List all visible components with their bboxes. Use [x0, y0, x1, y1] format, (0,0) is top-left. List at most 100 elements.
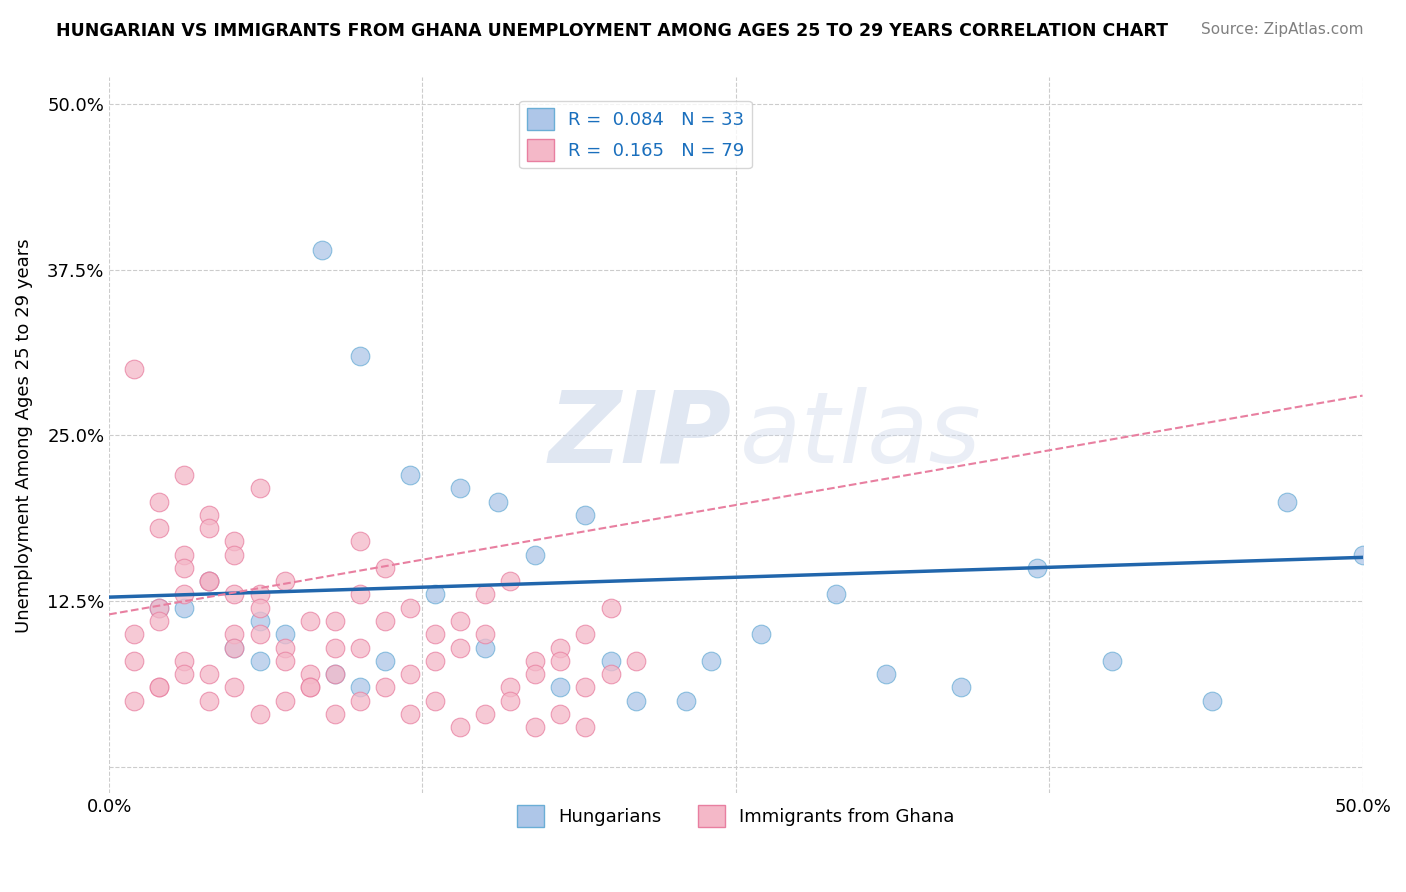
Point: [499, 681, 522, 695]
Point: [749, 627, 772, 641]
Point: [599, 600, 621, 615]
Point: [599, 667, 621, 681]
Point: [550, 706, 572, 721]
Point: [474, 706, 496, 721]
Point: [173, 600, 195, 615]
Point: [323, 640, 346, 655]
Point: [875, 667, 897, 681]
Point: [173, 667, 195, 681]
Point: [574, 627, 596, 641]
Point: [122, 627, 145, 641]
Point: [173, 468, 195, 483]
Point: [224, 627, 246, 641]
Point: [574, 720, 596, 734]
Point: [224, 681, 246, 695]
Point: [148, 681, 170, 695]
Point: [273, 574, 295, 589]
Point: [298, 681, 321, 695]
Text: HUNGARIAN VS IMMIGRANTS FROM GHANA UNEMPLOYMENT AMONG AGES 25 TO 29 YEARS CORREL: HUNGARIAN VS IMMIGRANTS FROM GHANA UNEMP…: [56, 22, 1168, 40]
Point: [399, 600, 422, 615]
Point: [298, 681, 321, 695]
Point: [423, 587, 446, 601]
Point: [249, 587, 271, 601]
Point: [474, 627, 496, 641]
Point: [374, 561, 396, 575]
Point: [273, 693, 295, 707]
Point: [1101, 654, 1123, 668]
Point: [173, 561, 195, 575]
Point: [1201, 693, 1223, 707]
Point: [574, 681, 596, 695]
Point: [249, 627, 271, 641]
Point: [499, 574, 522, 589]
Point: [323, 614, 346, 628]
Point: [349, 640, 371, 655]
Point: [122, 654, 145, 668]
Point: [273, 627, 295, 641]
Point: [148, 600, 170, 615]
Point: [449, 482, 471, 496]
Point: [1025, 561, 1047, 575]
Point: [224, 640, 246, 655]
Text: Source: ZipAtlas.com: Source: ZipAtlas.com: [1201, 22, 1364, 37]
Point: [148, 614, 170, 628]
Point: [524, 654, 547, 668]
Point: [122, 362, 145, 376]
Point: [148, 521, 170, 535]
Point: [624, 654, 647, 668]
Point: [1277, 494, 1299, 508]
Point: [1351, 548, 1374, 562]
Legend: Hungarians, Immigrants from Ghana: Hungarians, Immigrants from Ghana: [510, 798, 962, 834]
Point: [249, 600, 271, 615]
Point: [399, 667, 422, 681]
Point: [323, 667, 346, 681]
Text: atlas: atlas: [740, 387, 981, 483]
Point: [323, 706, 346, 721]
Point: [224, 534, 246, 549]
Point: [399, 706, 422, 721]
Point: [624, 693, 647, 707]
Point: [323, 667, 346, 681]
Point: [449, 720, 471, 734]
Point: [198, 667, 221, 681]
Point: [449, 614, 471, 628]
Point: [249, 706, 271, 721]
Point: [499, 693, 522, 707]
Point: [148, 600, 170, 615]
Point: [675, 693, 697, 707]
Point: [349, 681, 371, 695]
Point: [148, 681, 170, 695]
Point: [550, 640, 572, 655]
Point: [198, 574, 221, 589]
Point: [700, 654, 723, 668]
Point: [249, 614, 271, 628]
Point: [198, 508, 221, 522]
Point: [486, 494, 509, 508]
Point: [224, 640, 246, 655]
Point: [224, 548, 246, 562]
Point: [122, 693, 145, 707]
Point: [198, 574, 221, 589]
Text: ZIP: ZIP: [550, 387, 733, 483]
Point: [550, 681, 572, 695]
Point: [423, 654, 446, 668]
Point: [374, 614, 396, 628]
Point: [474, 587, 496, 601]
Point: [599, 654, 621, 668]
Point: [273, 654, 295, 668]
Point: [524, 548, 547, 562]
Point: [474, 640, 496, 655]
Point: [524, 720, 547, 734]
Point: [399, 468, 422, 483]
Point: [224, 587, 246, 601]
Point: [349, 534, 371, 549]
Point: [349, 587, 371, 601]
Point: [198, 521, 221, 535]
Point: [374, 681, 396, 695]
Point: [550, 654, 572, 668]
Point: [825, 587, 848, 601]
Point: [374, 654, 396, 668]
Point: [524, 667, 547, 681]
Point: [423, 693, 446, 707]
Point: [249, 654, 271, 668]
